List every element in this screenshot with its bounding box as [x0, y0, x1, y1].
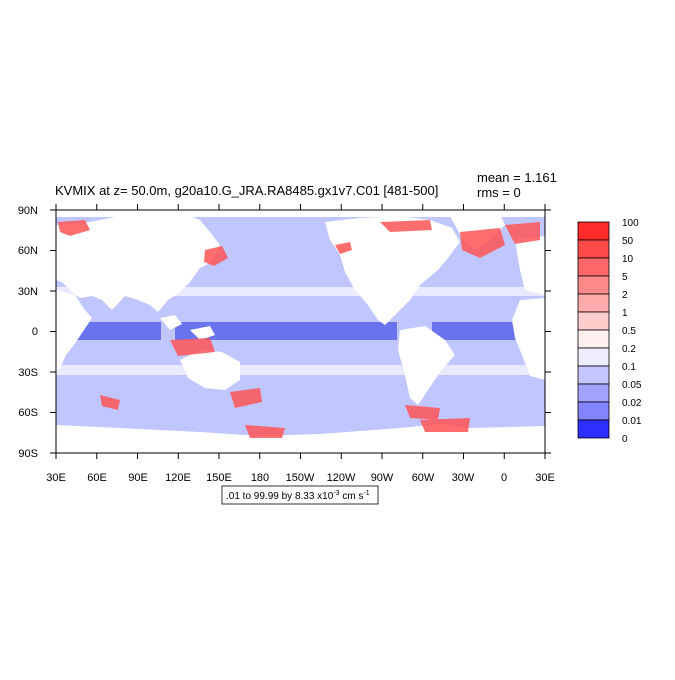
colorbar-label: 0.02 — [622, 398, 642, 409]
lon-label: 30E — [535, 472, 555, 484]
land-antarctica — [56, 424, 545, 453]
colorbar-swatch — [577, 365, 610, 385]
colorbar-label: 100 — [622, 218, 639, 229]
contour-info-box: .01 to 99.99 by 8.33 x10-3 cm s-1 — [221, 485, 379, 505]
colorbar-label: 0.01 — [622, 416, 642, 427]
land-masses — [56, 212, 545, 453]
land-eurasia — [56, 212, 220, 312]
contour-info-prefix: .01 to 99.99 by 8.33 x10 — [226, 491, 334, 502]
colorbar-swatch — [577, 311, 610, 331]
contour-info-units: cm s — [340, 491, 364, 502]
high-kvmix-south-indian — [100, 395, 120, 410]
high-kvmix-nordic — [505, 222, 540, 244]
land-south-america — [398, 326, 455, 405]
lat-label: 60S — [18, 407, 38, 419]
colorbar-label: 0 — [622, 434, 628, 445]
colorbar-swatch — [577, 239, 610, 259]
north-subtropical-band — [56, 287, 545, 296]
colorbar-label: 0.2 — [622, 344, 636, 355]
lon-label: 0 — [501, 472, 507, 484]
contour-info-exp: -3 — [333, 490, 339, 497]
arctic-nodata — [56, 210, 545, 217]
equatorial-band-atlantic — [432, 322, 516, 340]
mean-stat: mean = 1.161 — [477, 170, 557, 185]
colorbar-swatch — [577, 329, 610, 349]
lon-label: 120E — [165, 472, 191, 484]
colorbar: 100 50 10 5 2 1 0.5 0.2 0.1 0.05 0.02 0.01 0 — [577, 218, 642, 445]
lat-label: 90N — [18, 205, 38, 217]
lon-label: 30W — [452, 472, 475, 484]
lat-label: 30N — [18, 286, 38, 298]
south-subtropical-band — [56, 365, 545, 375]
land-australia — [180, 350, 240, 390]
lat-labels: 90N 60N 30N 0 30S 60S 90S — [18, 205, 38, 460]
colorbar-swatch — [577, 275, 610, 295]
lat-label: 0 — [32, 326, 38, 338]
map-panel: 90N 60N 30N 0 30S 60S 90S 30E 60E 90E 12… — [18, 204, 555, 484]
colorbar-swatch — [577, 293, 610, 313]
lat-label: 30S — [18, 367, 38, 379]
lon-label: 150W — [286, 472, 315, 484]
high-kvmix-arctic-pacific — [380, 220, 432, 232]
colorbar-label: 50 — [622, 236, 634, 247]
land-north-america — [325, 216, 460, 325]
colorbar-swatch — [577, 419, 610, 439]
colorbar-label: 0.5 — [622, 326, 636, 337]
land-maritime-continent — [160, 315, 215, 340]
lat-ticks — [50, 209, 551, 454]
colorbar-label: 5 — [622, 272, 628, 283]
lon-label: 30E — [46, 472, 66, 484]
high-kvmix-barents — [58, 220, 90, 236]
high-kvmix-weddell — [420, 418, 470, 432]
colorbar-swatch — [577, 401, 610, 421]
colorbar-label: 10 — [622, 254, 634, 265]
colorbar-label: 0.05 — [622, 380, 642, 391]
plot-title: KVMIX at z= 50.0m, g20a10.G_JRA.RA8485.g… — [55, 183, 438, 198]
high-kvmix-kuroshio — [204, 246, 228, 266]
colorbar-swatch — [577, 221, 610, 241]
high-kvmix-alaska — [335, 242, 352, 254]
lon-label: 60W — [412, 472, 435, 484]
land-europe-west — [515, 236, 545, 295]
high-kvmix-maritime — [170, 338, 215, 356]
land-africa — [56, 290, 92, 372]
equatorial-band-indian — [66, 322, 161, 340]
colorbar-swatch — [577, 257, 610, 277]
lon-ticks — [55, 204, 546, 459]
lon-label: 150E — [206, 472, 232, 484]
lat-label: 90S — [18, 448, 38, 460]
high-kvmix-ross — [245, 425, 285, 438]
colorbar-label: 2 — [622, 290, 628, 301]
colorbar-swatch — [577, 347, 610, 367]
contour-info-text: .01 to 99.99 by 8.33 x10-3 cm s-1 — [226, 490, 370, 502]
lon-label: 120W — [327, 472, 356, 484]
rms-stat: rms = 0 — [477, 185, 521, 200]
lat-label: 60N — [18, 245, 38, 257]
high-kvmix-labrador — [460, 228, 505, 258]
lon-label: 90E — [128, 472, 148, 484]
lon-label: 60E — [87, 472, 107, 484]
colorbar-label: 1 — [622, 308, 628, 319]
colorbar-swatch — [577, 383, 610, 403]
lon-label: 90W — [371, 472, 394, 484]
contour-info-unit-exp: -1 — [363, 490, 369, 497]
coastal-high-mixing — [58, 220, 540, 438]
land-africa-east — [512, 298, 545, 380]
lon-label: 180 — [251, 472, 269, 484]
high-kvmix-tasman — [230, 388, 262, 408]
equatorial-band-pacific — [175, 322, 397, 340]
lon-labels: 30E 60E 90E 120E 150E 180 150W 120W 90W … — [46, 472, 555, 484]
colorbar-label: 0.1 — [622, 362, 636, 373]
high-kvmix-drake — [405, 405, 440, 420]
